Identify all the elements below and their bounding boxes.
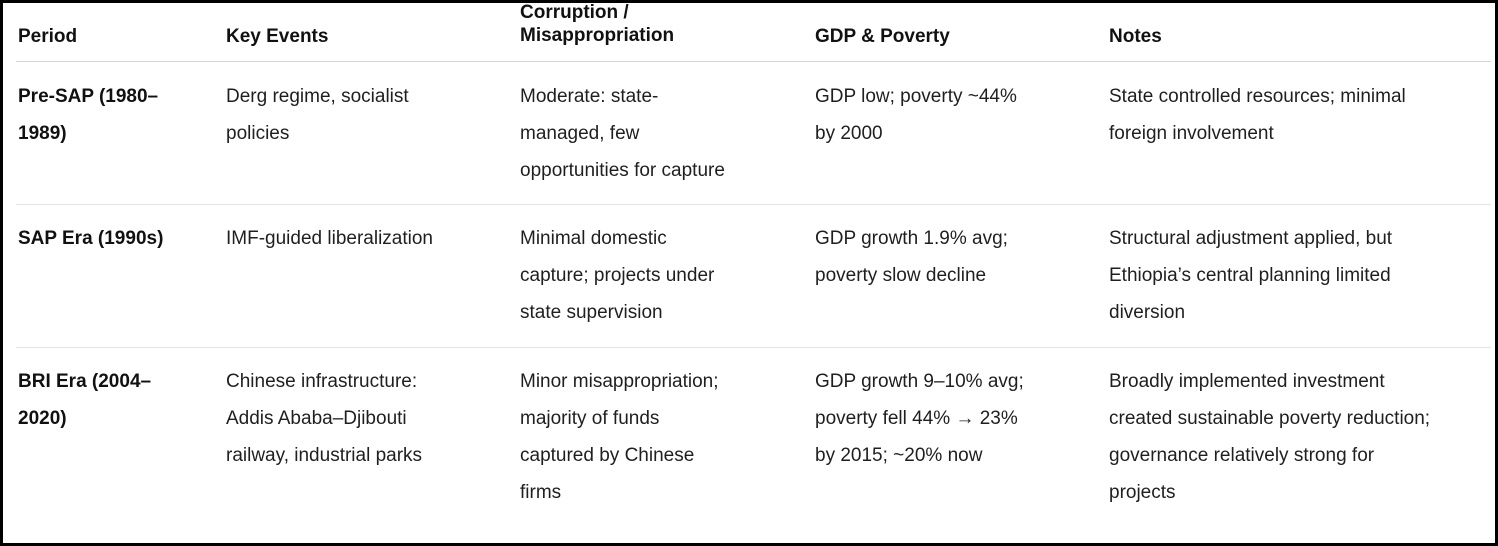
cell-line: governance relatively strong for: [1109, 445, 1375, 466]
cell-gdp-poverty: GDP growth 9–10% avg; poverty fell 44% →…: [815, 363, 1024, 474]
cell-key-events: Chinese infrastructure: Addis Ababa–Djib…: [226, 363, 422, 474]
cell-line: poverty slow decline: [815, 265, 987, 286]
cell-line: by 2000: [815, 123, 883, 144]
cell-line: Minor misappropriation;: [520, 371, 719, 392]
cell-line: opportunities for capture: [520, 160, 725, 181]
cell-key-events: IMF-guided liberalization: [226, 220, 433, 257]
cell-period: BRI Era (2004– 2020): [18, 363, 151, 437]
cell-period: Pre-SAP (1980– 1989): [18, 78, 158, 152]
cell-line: captured by Chinese: [520, 445, 695, 466]
cell-line: GDP low; poverty ~44%: [815, 86, 1017, 107]
header-corruption: Corruption / Misappropriation: [520, 1, 674, 47]
cell-line: majority of funds: [520, 408, 660, 429]
cell-line: diversion: [1109, 302, 1186, 323]
cell-line: Chinese infrastructure:: [226, 371, 418, 392]
cell-line: IMF-guided liberalization: [226, 228, 433, 249]
cell-line: 1989): [18, 123, 67, 144]
cell-line: Broadly implemented investment: [1109, 371, 1385, 392]
cell-line: projects: [1109, 482, 1176, 503]
cell-line: SAP Era (1990s): [18, 228, 164, 249]
header-corruption-line: Corruption /: [520, 2, 629, 23]
header-divider: [16, 61, 1491, 62]
cell-line: Ethiopia’s central planning limited: [1109, 265, 1391, 286]
cell-notes: Structural adjustment applied, but Ethio…: [1109, 220, 1392, 331]
cell-line: Addis Ababa–Djibouti: [226, 408, 407, 429]
header-notes: Notes: [1109, 26, 1162, 47]
cell-period: SAP Era (1990s): [18, 220, 163, 257]
cell-line: firms: [520, 482, 562, 503]
table-header-row: Period Key Events Corruption / Misapprop…: [0, 0, 1498, 62]
cell-line: by 2015; ~20% now: [815, 445, 983, 466]
cell-line: Moderate: state-: [520, 86, 659, 107]
cell-line: GDP growth 9–10% avg;: [815, 371, 1024, 392]
cell-line: policies: [226, 123, 290, 144]
cell-corruption: Minor misappropriation; majority of fund…: [520, 363, 719, 511]
cell-line: Pre-SAP (1980–: [18, 86, 159, 107]
cell-notes: State controlled resources; minimal fore…: [1109, 78, 1406, 152]
cell-line: Structural adjustment applied, but: [1109, 228, 1393, 249]
cell-line: railway, industrial parks: [226, 445, 423, 466]
cell-line: Minimal domestic: [520, 228, 667, 249]
cell-notes: Broadly implemented investment created s…: [1109, 363, 1430, 511]
header-corruption-line: Misappropriation: [520, 25, 675, 46]
cell-gdp-poverty: GDP growth 1.9% avg; poverty slow declin…: [815, 220, 1008, 294]
row-divider: [16, 204, 1491, 205]
cell-key-events: Derg regime, socialist policies: [226, 78, 409, 152]
cell-corruption: Moderate: state- managed, few opportunit…: [520, 78, 725, 189]
table-row: BRI Era (2004– 2020) Chinese infrastruct…: [0, 347, 1498, 543]
cell-line: BRI Era (2004–: [18, 371, 152, 392]
cell-gdp-poverty: GDP low; poverty ~44% by 2000: [815, 78, 1017, 152]
cell-line: Derg regime, socialist: [226, 86, 409, 107]
cell-line: foreign involvement: [1109, 123, 1274, 144]
header-period: Period: [18, 26, 78, 47]
cell-line: GDP growth 1.9% avg;: [815, 228, 1008, 249]
row-divider: [16, 347, 1491, 348]
cell-line: managed, few: [520, 123, 640, 144]
cell-line: 2020): [18, 408, 67, 429]
cell-line: capture; projects under: [520, 265, 715, 286]
cell-line: State controlled resources; minimal: [1109, 86, 1406, 107]
cell-corruption: Minimal domestic capture; projects under…: [520, 220, 714, 331]
header-gdp-poverty: GDP & Poverty: [815, 26, 950, 47]
header-key-events: Key Events: [226, 26, 329, 47]
table-row: SAP Era (1990s) IMF-guided liberalizatio…: [0, 204, 1498, 347]
cell-line: poverty fell 44% → 23%: [815, 408, 1018, 429]
cell-line: created sustainable poverty reduction;: [1109, 408, 1431, 429]
cell-line: state supervision: [520, 302, 663, 323]
table-row: Pre-SAP (1980– 1989) Derg regime, social…: [0, 62, 1498, 204]
